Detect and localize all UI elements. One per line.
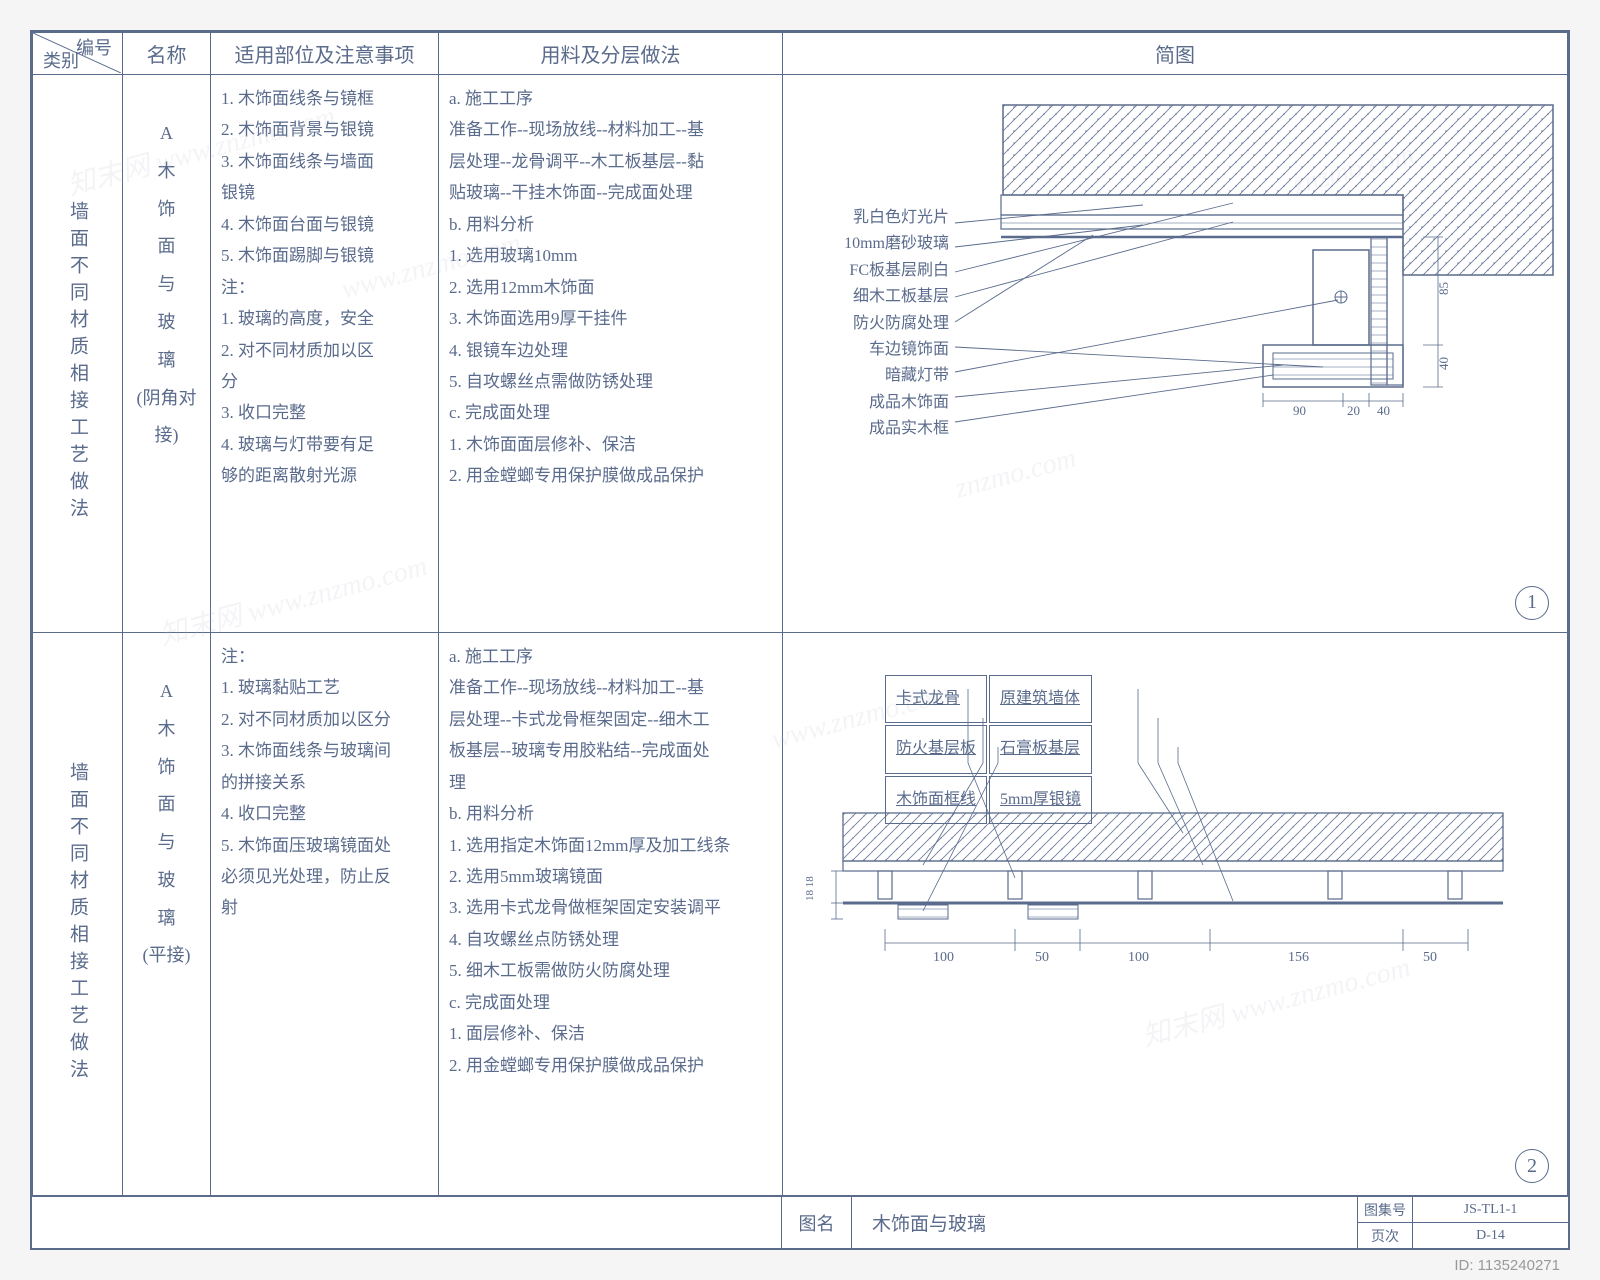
title-block: 图名 木饰面与玻璃 图集号JS-TL1-1 页次D-14 <box>32 1196 1568 1248</box>
image-id: ID: 1135240271 <box>1454 1257 1560 1274</box>
header-number: 编号 类别 <box>33 33 123 75</box>
header-material: 用料及分层做法 <box>439 33 783 75</box>
svg-text:50: 50 <box>1035 950 1049 965</box>
svg-text:40: 40 <box>1377 403 1390 418</box>
row2-material: a. 施工工序 准备工作--现场放线--材料加工--基 层处理--卡式龙骨框架固… <box>439 632 783 1195</box>
diagram2-labels: 卡式龙骨原建筑墙体 防火基层板石膏板基层 木饰面框线5mm厚银镜 <box>883 673 1094 826</box>
detail-number-2: 2 <box>1515 1149 1549 1183</box>
svg-text:100: 100 <box>1128 950 1149 965</box>
svg-text:85: 85 <box>1436 282 1451 295</box>
row1-number: 墙面不同材质相接工艺做法 <box>33 75 123 633</box>
svg-text:20: 20 <box>1347 403 1360 418</box>
row2-number: 墙面不同材质相接工艺做法 <box>33 632 123 1195</box>
svg-text:50: 50 <box>1423 950 1437 965</box>
svg-text:156: 156 <box>1288 950 1309 965</box>
diagram1-labels: 乳白色灯光片 10mm磨砂玻璃 FC板基层刷白 细木工板基层 防火防腐处理 车边… <box>809 205 949 443</box>
row2-name: A 木 饰 面 与 玻 璃 (平接) <box>123 632 211 1195</box>
row1-name: A 木 饰 面 与 玻 璃 (阴角对接) <box>123 75 211 633</box>
row2-usage: 注： 1. 玻璃黏贴工艺 2. 对不同材质加以区分 3. 木饰面线条与玻璃间 的… <box>211 632 439 1195</box>
header-name: 名称 <box>123 33 211 75</box>
svg-text:40: 40 <box>1436 357 1451 370</box>
detail-number-1: 1 <box>1515 586 1549 620</box>
header-usage: 适用部位及注意事项 <box>211 33 439 75</box>
drawing-sheet: 知末网 www.znzmo.com www.znzmo.com 知末网 www.… <box>30 30 1570 1250</box>
svg-text:100: 100 <box>933 950 954 965</box>
drawing-title: 木饰面与玻璃 <box>852 1197 1358 1248</box>
row1-usage: 1. 木饰面线条与镜框 2. 木饰面背景与银镜 3. 木饰面线条与墙面 银镜 4… <box>211 75 439 633</box>
spec-table: 编号 类别 名称 适用部位及注意事项 用料及分层做法 简图 墙面不同材质相接工艺… <box>32 32 1568 1196</box>
row2-diagram: 100 50 100 156 50 18 18 <box>783 632 1568 1195</box>
svg-text:90: 90 <box>1293 403 1306 418</box>
header-diagram: 简图 <box>783 33 1568 75</box>
row1-material: a. 施工工序 准备工作--现场放线--材料加工--基 层处理--龙骨调平--木… <box>439 75 783 633</box>
footer-label: 图名 <box>782 1197 852 1248</box>
drawing-codes: 图集号JS-TL1-1 页次D-14 <box>1358 1197 1568 1248</box>
row1-diagram: 85 40 90 20 40 <box>783 75 1568 633</box>
svg-text:18 18: 18 18 <box>804 876 816 901</box>
